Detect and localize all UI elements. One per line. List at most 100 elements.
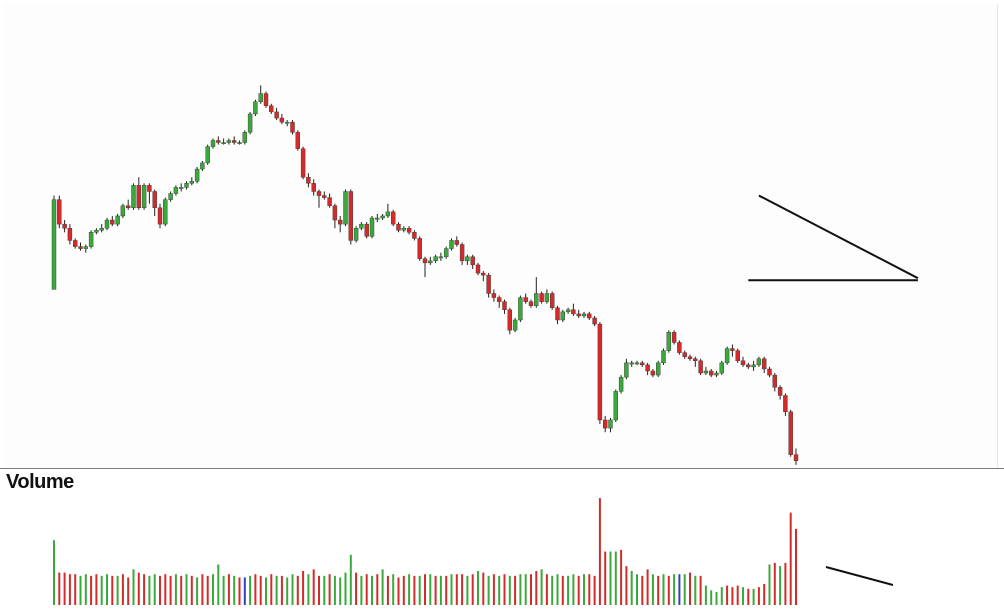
volume-bar [540,569,543,605]
candle-up [94,230,99,233]
volume-bar [779,566,782,605]
volume-bar [689,572,691,605]
volume-bar [763,583,766,605]
volume-bar [455,574,458,605]
candle-down [391,211,396,225]
volume-bar [445,575,448,605]
volume-bar [418,575,421,605]
candle-up [237,142,242,144]
volume-bar [127,577,130,605]
volume-bar [466,575,469,605]
candle-down [523,297,528,302]
volume-bar [323,575,326,605]
volume-bar [636,574,638,605]
candle-down [671,332,677,343]
volume-bar [498,575,501,605]
volume-bar [227,574,230,605]
candle-up [375,217,380,220]
volume-bar [715,592,718,605]
candle-down [497,297,502,302]
volume-bar [90,575,93,605]
volume-bar [201,574,204,605]
volume-bar [757,587,760,605]
candle-up [629,362,634,365]
candle-up [613,391,618,421]
candle-up [210,140,216,147]
volume-bar [100,575,103,605]
candle-down [412,232,417,239]
candle-down [300,148,306,178]
candle-up [104,219,110,229]
volume-bar [588,574,591,605]
volume-bar [190,575,193,605]
candle-down [338,219,343,225]
candle-up [184,183,189,188]
volume-bar [291,574,294,605]
candle-down [231,140,237,143]
volume-bar [222,575,225,605]
candle-up [661,350,666,364]
candle-up [608,419,613,429]
volume-bar [530,574,532,605]
candle-up [634,362,640,365]
candle-down [777,387,783,396]
candle-up [518,297,523,321]
candle-up [115,215,120,225]
candle-up [120,205,126,217]
candle-up [247,113,253,133]
volume-bar [641,575,644,605]
volume-bar [424,574,426,605]
candle-down [550,293,555,308]
candle-down [316,191,322,196]
candle-down [459,244,465,262]
volume-bar [217,564,220,605]
volume-bar [784,562,787,605]
candle-up [242,132,248,143]
volume-bar [275,575,278,605]
candle-up [178,187,184,189]
volume-bar [789,512,792,605]
candle-up [565,309,571,313]
candle-down [422,258,428,264]
candle-up [380,215,385,219]
candle-up [512,319,518,331]
candle-down [587,313,592,319]
candle-up [444,248,449,257]
volume-bar [752,588,755,605]
candle-up [465,256,470,262]
volume-bar [742,587,744,605]
candle-down [332,205,338,221]
candle-up [353,227,359,241]
volume-bar [397,577,400,605]
candle-down [290,121,295,133]
candle-down [263,93,269,106]
volume-bar [678,574,681,605]
volume-bar [408,574,411,605]
volume-bar [312,569,315,605]
volume-bar [386,575,389,605]
candle-down [417,238,422,259]
volume-bar [461,574,464,605]
volume-bar [720,587,723,605]
volume-bar [53,540,55,605]
volume-bar [567,575,570,605]
candle-down [528,301,534,306]
candle-up [343,191,348,225]
volume-bar [535,570,538,605]
volume-bar [402,575,405,605]
candle-up [714,372,719,376]
candle-down [216,140,221,143]
volume-bar [143,574,146,605]
volume-bar [413,575,416,605]
candle-down [136,185,142,209]
candle-up [253,101,258,115]
volume-bar [667,575,670,605]
candle-down [740,360,746,366]
volume-bar [726,585,729,605]
candle-down [597,323,603,421]
volume-bar [651,574,654,605]
volume-bar [169,575,172,605]
volume-bar [593,575,596,605]
volume-bar [524,574,527,605]
